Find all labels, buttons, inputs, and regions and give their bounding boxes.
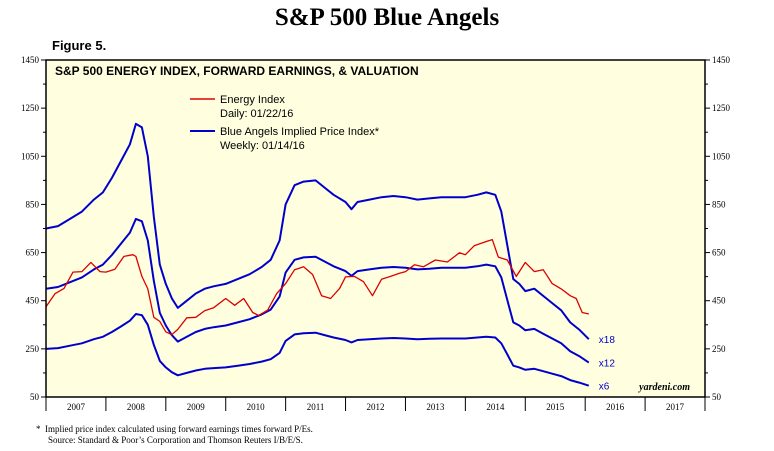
footnote-1: * Implied price index calculated using f… bbox=[36, 424, 313, 434]
x-tick-label: 2017 bbox=[666, 402, 685, 412]
footnote-1-text: Implied price index calculated using for… bbox=[45, 424, 313, 434]
x-axis: 2007 2008 2009 2010 2011 2012 2013 2014 2015 2016… bbox=[45, 397, 706, 412]
footnote-2: Source: Standard & Poor’s Corporation an… bbox=[48, 435, 303, 445]
y-tick-label-right: 1250 bbox=[712, 103, 731, 113]
series-line-energy-index bbox=[45, 238, 589, 336]
y-axis-left: 50 250 450 650 850 1050 1250 1450 bbox=[21, 55, 46, 402]
x-tick-label: 2013 bbox=[426, 402, 445, 412]
y-tick-label-left: 850 bbox=[26, 199, 40, 209]
plot-border bbox=[45, 59, 706, 398]
y-tick-label-right: 250 bbox=[712, 344, 726, 354]
x-tick-label: 2015 bbox=[546, 402, 565, 412]
page-title: S&P 500 Blue Angels bbox=[274, 4, 500, 31]
y-axis-right: 50 250 450 650 850 1050 1250 1450 bbox=[705, 55, 731, 402]
series-line-x18 bbox=[45, 122, 590, 340]
x-tick-label: 2007 bbox=[67, 402, 86, 412]
watermark-yardeni: yardeni.com bbox=[638, 382, 690, 393]
footnote-marker: * bbox=[36, 424, 41, 434]
legend-label-energy: Energy Index bbox=[220, 94, 285, 106]
series-label-x12: x12 bbox=[599, 359, 616, 370]
series-layer: x18 x12 x6 bbox=[45, 122, 616, 393]
y-tick-label-right: 650 bbox=[712, 248, 726, 258]
legend-sub-angels: Weekly: 01/14/16 bbox=[220, 140, 305, 152]
x-tick-label: 2016 bbox=[606, 402, 625, 412]
y-tick-label-right: 1450 bbox=[712, 55, 731, 65]
y-tick-label-left: 1250 bbox=[21, 103, 40, 113]
y-tick-label-left: 450 bbox=[26, 296, 40, 306]
chart-title: S&P 500 ENERGY INDEX, FORWARD EARNINGS, … bbox=[55, 64, 419, 78]
y-tick-label-left: 1050 bbox=[21, 151, 40, 161]
y-tick-label-left: 1450 bbox=[21, 55, 40, 65]
legend-sub-energy: Daily: 01/22/16 bbox=[220, 108, 293, 120]
y-tick-label-left: 50 bbox=[30, 392, 40, 402]
y-tick-label-right: 1050 bbox=[712, 151, 731, 161]
x-tick-label: 2009 bbox=[187, 402, 206, 412]
x-tick-label: 2010 bbox=[247, 402, 266, 412]
series-line-x6 bbox=[45, 313, 590, 387]
series-label-x18: x18 bbox=[599, 335, 616, 346]
x-tick-label: 2014 bbox=[486, 402, 505, 412]
legend: Energy Index Daily: 01/22/16 Blue Angels… bbox=[190, 94, 380, 152]
y-tick-label-right: 850 bbox=[712, 199, 726, 209]
series-label-x6: x6 bbox=[599, 382, 610, 393]
x-tick-label: 2011 bbox=[307, 402, 325, 412]
y-tick-label-right: 50 bbox=[712, 392, 722, 402]
y-tick-label-left: 650 bbox=[26, 248, 40, 258]
figure-label: Figure 5. bbox=[52, 38, 107, 53]
y-tick-label-right: 450 bbox=[712, 296, 726, 306]
y-tick-label-left: 250 bbox=[26, 344, 40, 354]
x-tick-label: 2008 bbox=[127, 402, 146, 412]
x-tick-label: 2012 bbox=[367, 402, 385, 412]
series-line-x12 bbox=[45, 217, 590, 364]
legend-label-angels: Blue Angels Implied Price Index* bbox=[220, 126, 380, 138]
